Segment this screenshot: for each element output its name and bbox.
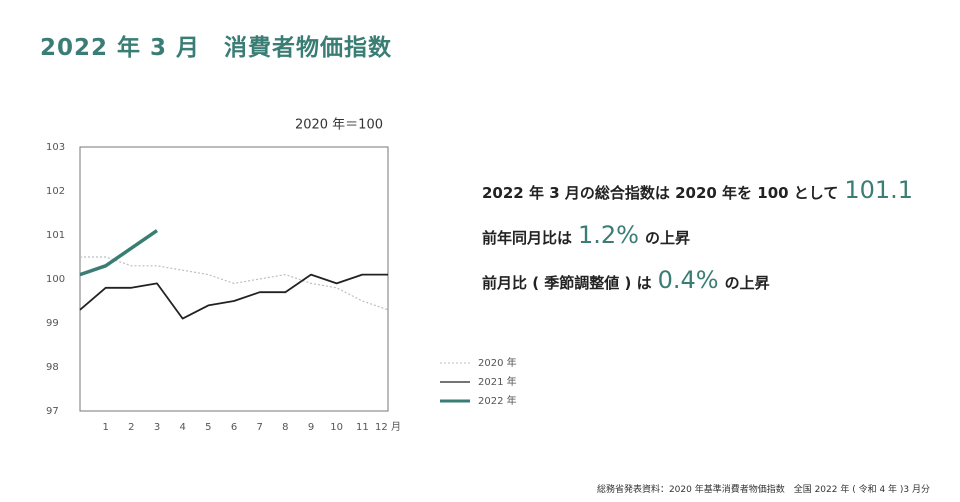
unit-note: 2020 年＝100 [295,118,383,133]
x-tick-label: 4 [179,422,185,433]
x-tick-label: 3 [154,422,160,433]
x-tick-label: 9 [308,422,314,433]
summary-highlight: 101.1 [844,176,914,204]
summary-line: 前月比 ( 季節調整値 ) は 0.4% の上昇 [482,266,770,294]
x-tick-label: 1 [102,422,108,433]
x-tick-label: 6 [231,422,237,433]
summary-text: 2022 年 3 月の総合指数は 2020 年を 100 として [482,184,839,202]
y-tick-label: 101 [46,230,65,241]
series-line [79,273,388,320]
x-tick-label: 11 [356,422,369,433]
x-tick-label: 2 [128,422,134,433]
summary-suffix: の上昇 [645,229,691,247]
series-line [79,229,158,277]
summary-text: 前月比 ( 季節調整値 ) は [482,274,652,292]
y-tick-label: 98 [46,362,59,373]
source-note: 総務省発表資料：2020 年基準消費者物価指数 全国 2022 年 ( 令和 4… [596,485,930,495]
summary-text: 前年同月比は [482,229,573,247]
x-tick-label: 5 [205,422,211,433]
y-tick-label: 102 [46,186,65,197]
summary-line: 2022 年 3 月の総合指数は 2020 年を 100 として 101.1 [482,176,919,204]
summary-suffix: の上昇 [724,274,770,292]
x-tick-label: 8 [282,422,288,433]
chart-title: 2022 年 3 月 消費者物価指数 [40,35,393,61]
y-tick-label: 99 [46,318,59,329]
summary-line: 前年同月比は 1.2% の上昇 [482,221,690,249]
y-tick-label: 100 [46,274,65,285]
x-tick-label: 10 [330,422,343,433]
x-tick-label: 12 月 [375,421,401,433]
x-tick-label: 7 [256,422,262,433]
series-line [80,256,389,311]
legend-label: 2020 年 [478,356,517,369]
summary-highlight: 0.4% [657,266,719,294]
legend-label: 2022 年 [478,394,517,407]
legend-label: 2021 年 [478,375,517,388]
plot-frame [79,146,389,412]
y-tick-label: 97 [46,406,59,417]
y-tick-label: 103 [46,142,65,153]
summary-highlight: 1.2% [578,221,639,249]
